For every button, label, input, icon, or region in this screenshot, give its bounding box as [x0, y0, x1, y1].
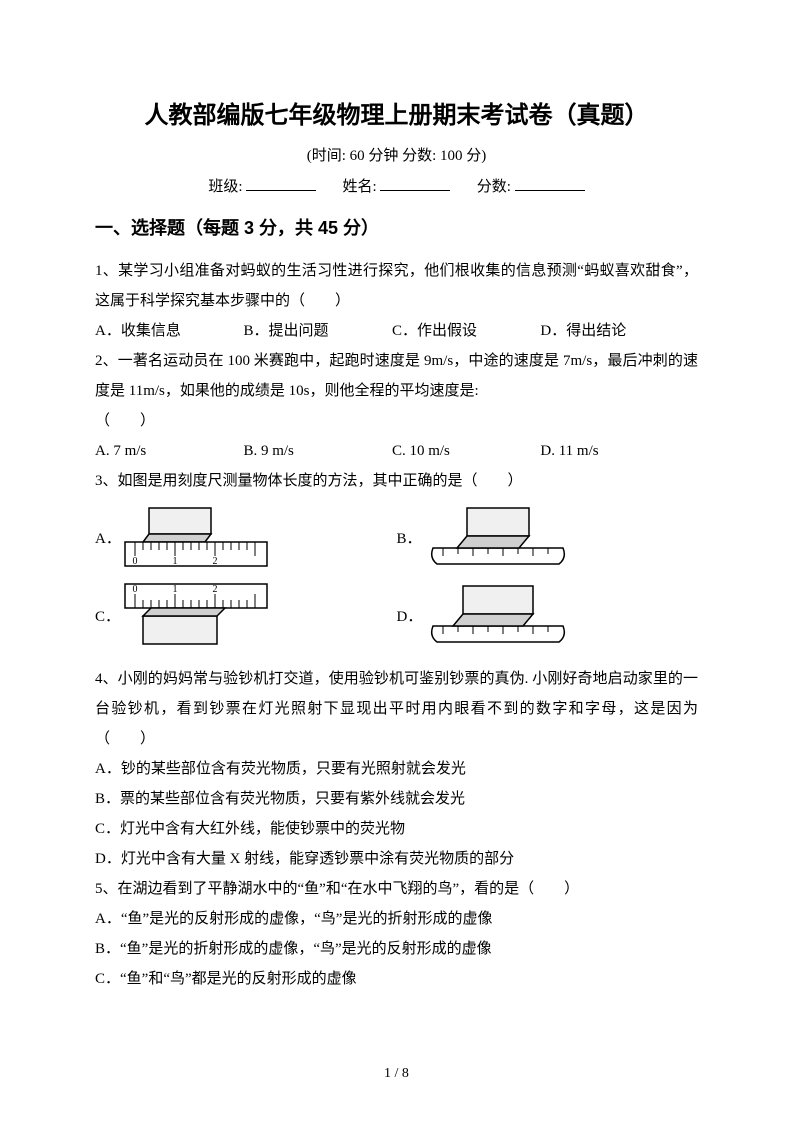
- q4-option-c: C．灯光中含有大红外线，能使钞票中的荧光物: [95, 814, 698, 844]
- class-blank[interactable]: [246, 176, 316, 191]
- q2-option-d: D. 11 m/s: [540, 436, 685, 466]
- q1-option-c: C．作出假设: [392, 316, 537, 346]
- q2-option-c: C. 10 m/s: [392, 436, 537, 466]
- svg-text:1: 1: [173, 556, 178, 567]
- q1-option-a: A．收集信息: [95, 316, 240, 346]
- score-label: 分数:: [477, 179, 515, 195]
- q3-option-a: A． 0 1 2: [95, 502, 397, 572]
- question-5-text: 5、在湖边看到了平静湖水中的“鱼”和“在水中飞翔的鸟”，看的是（ ）: [95, 874, 698, 904]
- question-3-text: 3、如图是用刻度尺测量物体长度的方法，其中正确的是（ ）: [95, 466, 698, 496]
- question-4-text: 4、小刚的妈妈常与验钞机打交道，使用验钞机可鉴别钞票的真伪. 小刚好奇地启动家里…: [95, 664, 698, 754]
- q2-option-b: B. 9 m/s: [243, 436, 388, 466]
- q4-option-a: A．钞的某些部位含有荧光物质，只要有光照射就会发光: [95, 754, 698, 784]
- question-3-options: A． 0 1 2 B．: [95, 502, 698, 658]
- q5-option-a: A．“鱼”是光的反射形成的虚像，“鸟”是光的折射形成的虚像: [95, 904, 698, 934]
- q5-option-c: C．“鱼”和“鸟”都是光的反射形成的虚像: [95, 964, 698, 994]
- q4-option-b: B．票的某些部位含有荧光物质，只要有紫外线就会发光: [95, 784, 698, 814]
- q5-option-b: B．“鱼”是光的折射形成的虚像，“鸟”是光的反射形成的虚像: [95, 934, 698, 964]
- q3-b-label: B．: [397, 527, 423, 548]
- page-number: 1 / 8: [0, 1066, 793, 1082]
- question-1-text: 1、某学习小组准备对蚂蚁的生活习性进行探究，他们根收集的信息预测“蚂蚁喜欢甜食”…: [95, 256, 698, 316]
- class-label: 班级:: [208, 179, 246, 195]
- question-2-text2: （ ）: [95, 406, 698, 436]
- ruler-diagram-a: 0 1 2: [121, 502, 271, 572]
- student-info-line: 班级: 姓名: 分数:: [95, 175, 698, 196]
- svg-text:1: 1: [173, 584, 178, 595]
- q1-option-b: B．提出问题: [243, 316, 388, 346]
- name-blank[interactable]: [380, 176, 450, 191]
- section-1-header: 一、选择题（每题 3 分，共 45 分）: [95, 214, 698, 240]
- q3-d-label: D．: [397, 605, 423, 626]
- exam-subtitle: (时间: 60 分钟 分数: 100 分): [95, 144, 698, 165]
- q1-option-d: D．得出结论: [540, 316, 685, 346]
- exam-title: 人教部编版七年级物理上册期末考试卷（真题）: [95, 95, 698, 130]
- q3-option-b: B．: [397, 502, 699, 572]
- ruler-diagram-b: [423, 502, 573, 572]
- question-2-text: 2、一著名运动员在 100 米赛跑中，起跑时速度是 9m/s，中途的速度是 7m…: [95, 346, 698, 406]
- ruler-diagram-c: 0 1 2: [121, 580, 271, 650]
- svg-text:0: 0: [133, 556, 138, 567]
- ruler-diagram-d: [423, 580, 573, 650]
- q3-option-c: C． 0 1 2: [95, 580, 397, 650]
- score-blank[interactable]: [515, 176, 585, 191]
- q3-option-d: D．: [397, 580, 699, 650]
- q3-c-label: C．: [95, 605, 121, 626]
- q4-option-d: D．灯光中含有大量 X 射线，能穿透钞票中涂有荧光物质的部分: [95, 844, 698, 874]
- svg-text:2: 2: [213, 584, 218, 595]
- svg-text:2: 2: [213, 556, 218, 567]
- question-2-options: A. 7 m/s B. 9 m/s C. 10 m/s D. 11 m/s: [95, 436, 698, 466]
- svg-text:0: 0: [133, 584, 138, 595]
- name-label: 姓名:: [343, 179, 381, 195]
- question-1-options: A．收集信息 B．提出问题 C．作出假设 D．得出结论: [95, 316, 698, 346]
- q2-option-a: A. 7 m/s: [95, 436, 240, 466]
- q3-a-label: A．: [95, 527, 121, 548]
